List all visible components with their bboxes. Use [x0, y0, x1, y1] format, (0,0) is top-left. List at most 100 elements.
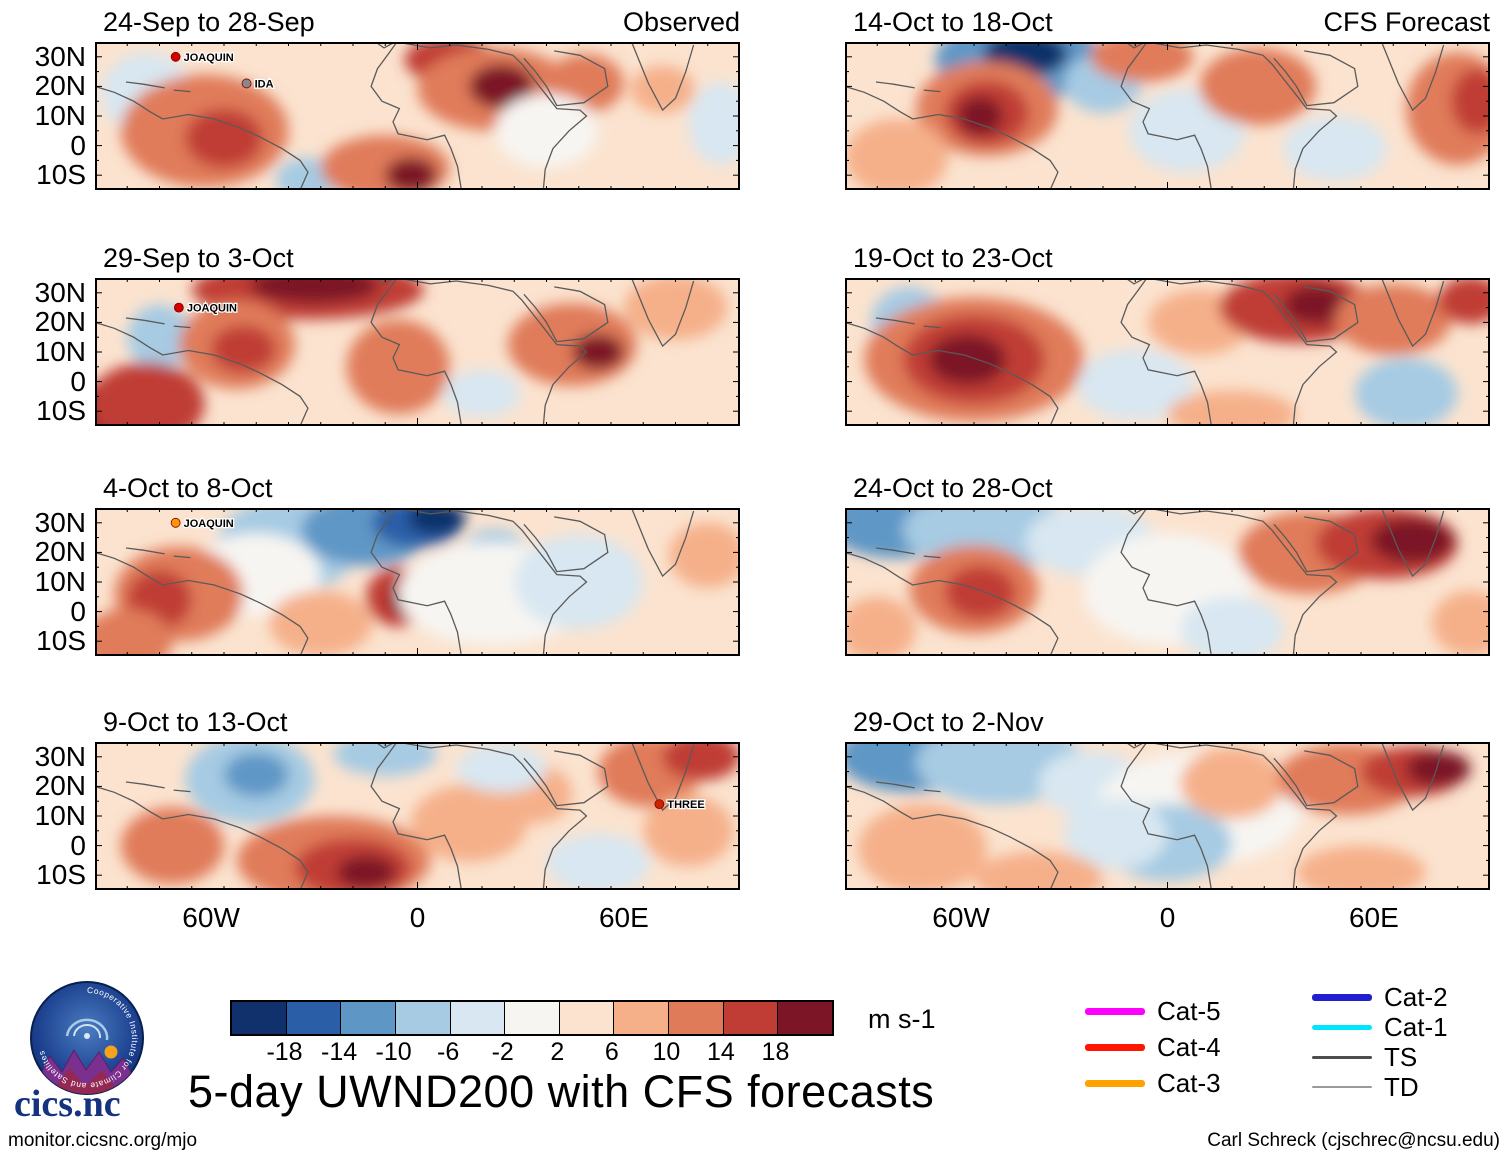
legend-line-icon — [1085, 1007, 1145, 1015]
colorbar-segment — [669, 1002, 724, 1034]
colorbar-tick-label: 10 — [652, 1038, 681, 1066]
panel-date-range: 29-Oct to 2-Nov — [853, 707, 1044, 737]
anomaly-blobs — [845, 42, 1490, 190]
panel-title: 24-Oct to 28-Oct — [845, 472, 1490, 504]
colorbar-tick-label: -6 — [437, 1038, 460, 1066]
panel-title: 19-Oct to 23-Oct — [845, 242, 1490, 274]
panel-title: 29-Oct to 2-Nov — [845, 706, 1490, 738]
y-axis-label: 10N — [34, 566, 86, 597]
legend-line-icon — [1312, 1024, 1372, 1030]
coastlines — [95, 42, 695, 190]
colorbar-segment — [232, 1002, 287, 1034]
panel-frame — [95, 278, 740, 426]
storm-marker: IDA — [241, 77, 275, 92]
legend-label: Cat-2 — [1384, 981, 1448, 1012]
anomaly-map-panel: THREE — [95, 742, 740, 890]
anomaly-map-panel: JOAQUIN — [95, 278, 740, 426]
y-axis-label: 20N — [34, 70, 86, 102]
y-axis-label: 0 — [70, 829, 86, 861]
anomaly-map-panel: JOAQUIN IDA — [95, 42, 740, 190]
storm-marker: JOAQUIN — [170, 517, 235, 531]
anomaly-blobs — [120, 742, 740, 890]
column-header: CFS Forecast — [1323, 7, 1490, 37]
panel-date-range: 9-Oct to 13-Oct — [103, 707, 288, 737]
colorbar — [230, 1000, 834, 1036]
y-axis-label: 20N — [34, 306, 86, 338]
legend-item: TS — [1312, 1042, 1448, 1072]
y-axis-label: 0 — [70, 129, 86, 161]
panel-title: 14-Oct to 18-Oct CFS Forecast — [845, 6, 1490, 38]
storm-name-label: JOAQUIN — [184, 518, 234, 530]
panel-frame — [845, 42, 1490, 190]
x-axis-label: 60W — [932, 902, 990, 933]
y-axis-label: 30N — [34, 740, 86, 772]
storm-marker: THREE — [654, 798, 706, 812]
x-axis-label: 0 — [409, 902, 426, 933]
legend-label: TS — [1384, 1041, 1418, 1072]
panel-date-range: 4-Oct to 8-Oct — [103, 473, 273, 503]
coastlines — [95, 278, 695, 426]
anomaly-blobs — [95, 508, 740, 656]
hurricane-eye-icon — [84, 1033, 90, 1039]
legend-label: TD — [1384, 1071, 1419, 1102]
legend-line-icon — [1312, 993, 1372, 1001]
colorbar-tick-label: 2 — [550, 1038, 565, 1066]
panel-frame — [845, 278, 1490, 426]
legend-column-categories-high: Cat-5 Cat-4 Cat-3 — [1085, 993, 1221, 1101]
colorbar-segment — [723, 1002, 779, 1034]
x-axis-label: 0 — [1159, 902, 1176, 933]
anomaly-map-panel: JOAQUIN — [95, 508, 740, 656]
anomaly-map-panel — [845, 278, 1490, 426]
panel-title: 9-Oct to 13-Oct — [95, 706, 740, 738]
colorbar-segment — [395, 1002, 451, 1034]
coastlines — [845, 508, 1445, 656]
legend-label: Cat-4 — [1157, 1031, 1221, 1062]
x-axis-label: 60E — [1348, 902, 1399, 933]
legend-item: Cat-2 — [1312, 982, 1448, 1012]
y-axis-label: 0 — [70, 365, 86, 397]
panel-title: 4-Oct to 8-Oct — [95, 472, 740, 504]
legend-line-icon — [1312, 1055, 1372, 1059]
anomaly-map-panel — [845, 508, 1490, 656]
y-axis-label: 10S — [36, 159, 86, 191]
colorbar-segment — [614, 1002, 670, 1034]
legend-line-icon — [1085, 1079, 1145, 1087]
colorbar-tick-label: -18 — [266, 1038, 303, 1066]
legend-label: Cat-3 — [1157, 1067, 1221, 1098]
storm-marker: JOAQUIN — [170, 51, 235, 65]
legend-column-categories-low: Cat-2 Cat-1 TS TD — [1312, 982, 1448, 1102]
colorbar-tick-label: -10 — [375, 1038, 412, 1066]
legend-item: Cat-3 — [1085, 1065, 1221, 1101]
legend-item: Cat-4 — [1085, 1029, 1221, 1065]
coastlines — [95, 508, 695, 656]
legend-line-icon — [1085, 1043, 1145, 1051]
coastlines — [845, 742, 1445, 890]
hurricane-spiral-icon — [73, 1024, 102, 1039]
anomaly-map-panel — [845, 42, 1490, 190]
legend-item: Cat-1 — [1312, 1012, 1448, 1042]
panel-date-range: 14-Oct to 18-Oct — [853, 7, 1053, 37]
storm-name-label: JOAQUIN — [184, 52, 234, 64]
panel-date-range: 19-Oct to 23-Oct — [853, 243, 1053, 273]
colorbar-tick-label: -14 — [321, 1038, 358, 1066]
panel-date-range: 29-Sep to 3-Oct — [103, 243, 294, 273]
anomaly-blobs — [845, 508, 1490, 656]
panel-frame — [845, 742, 1490, 890]
hurricane-spiral-icon — [65, 1018, 109, 1041]
panel-frame — [95, 42, 740, 190]
legend-label: Cat-1 — [1384, 1011, 1448, 1042]
legend-label: Cat-5 — [1157, 995, 1221, 1026]
colorbar-tick-label: 18 — [761, 1038, 790, 1066]
panel-title: 24-Sep to 28-Sep Observed — [95, 6, 740, 38]
y-axis-label: 30N — [34, 506, 86, 538]
y-axis-label: 10S — [36, 859, 86, 891]
panel-date-range: 24-Sep to 28-Sep — [103, 7, 315, 37]
colorbar-segment — [341, 1002, 396, 1034]
storm-name-label: IDA — [255, 78, 274, 90]
coastlines — [845, 278, 1445, 426]
coastlines — [95, 742, 695, 890]
cics-logo: Cooperative Institute for Climate and Sa… — [30, 981, 144, 1095]
x-axis-label: 60W — [182, 902, 240, 933]
panel-title: 29-Sep to 3-Oct — [95, 242, 740, 274]
